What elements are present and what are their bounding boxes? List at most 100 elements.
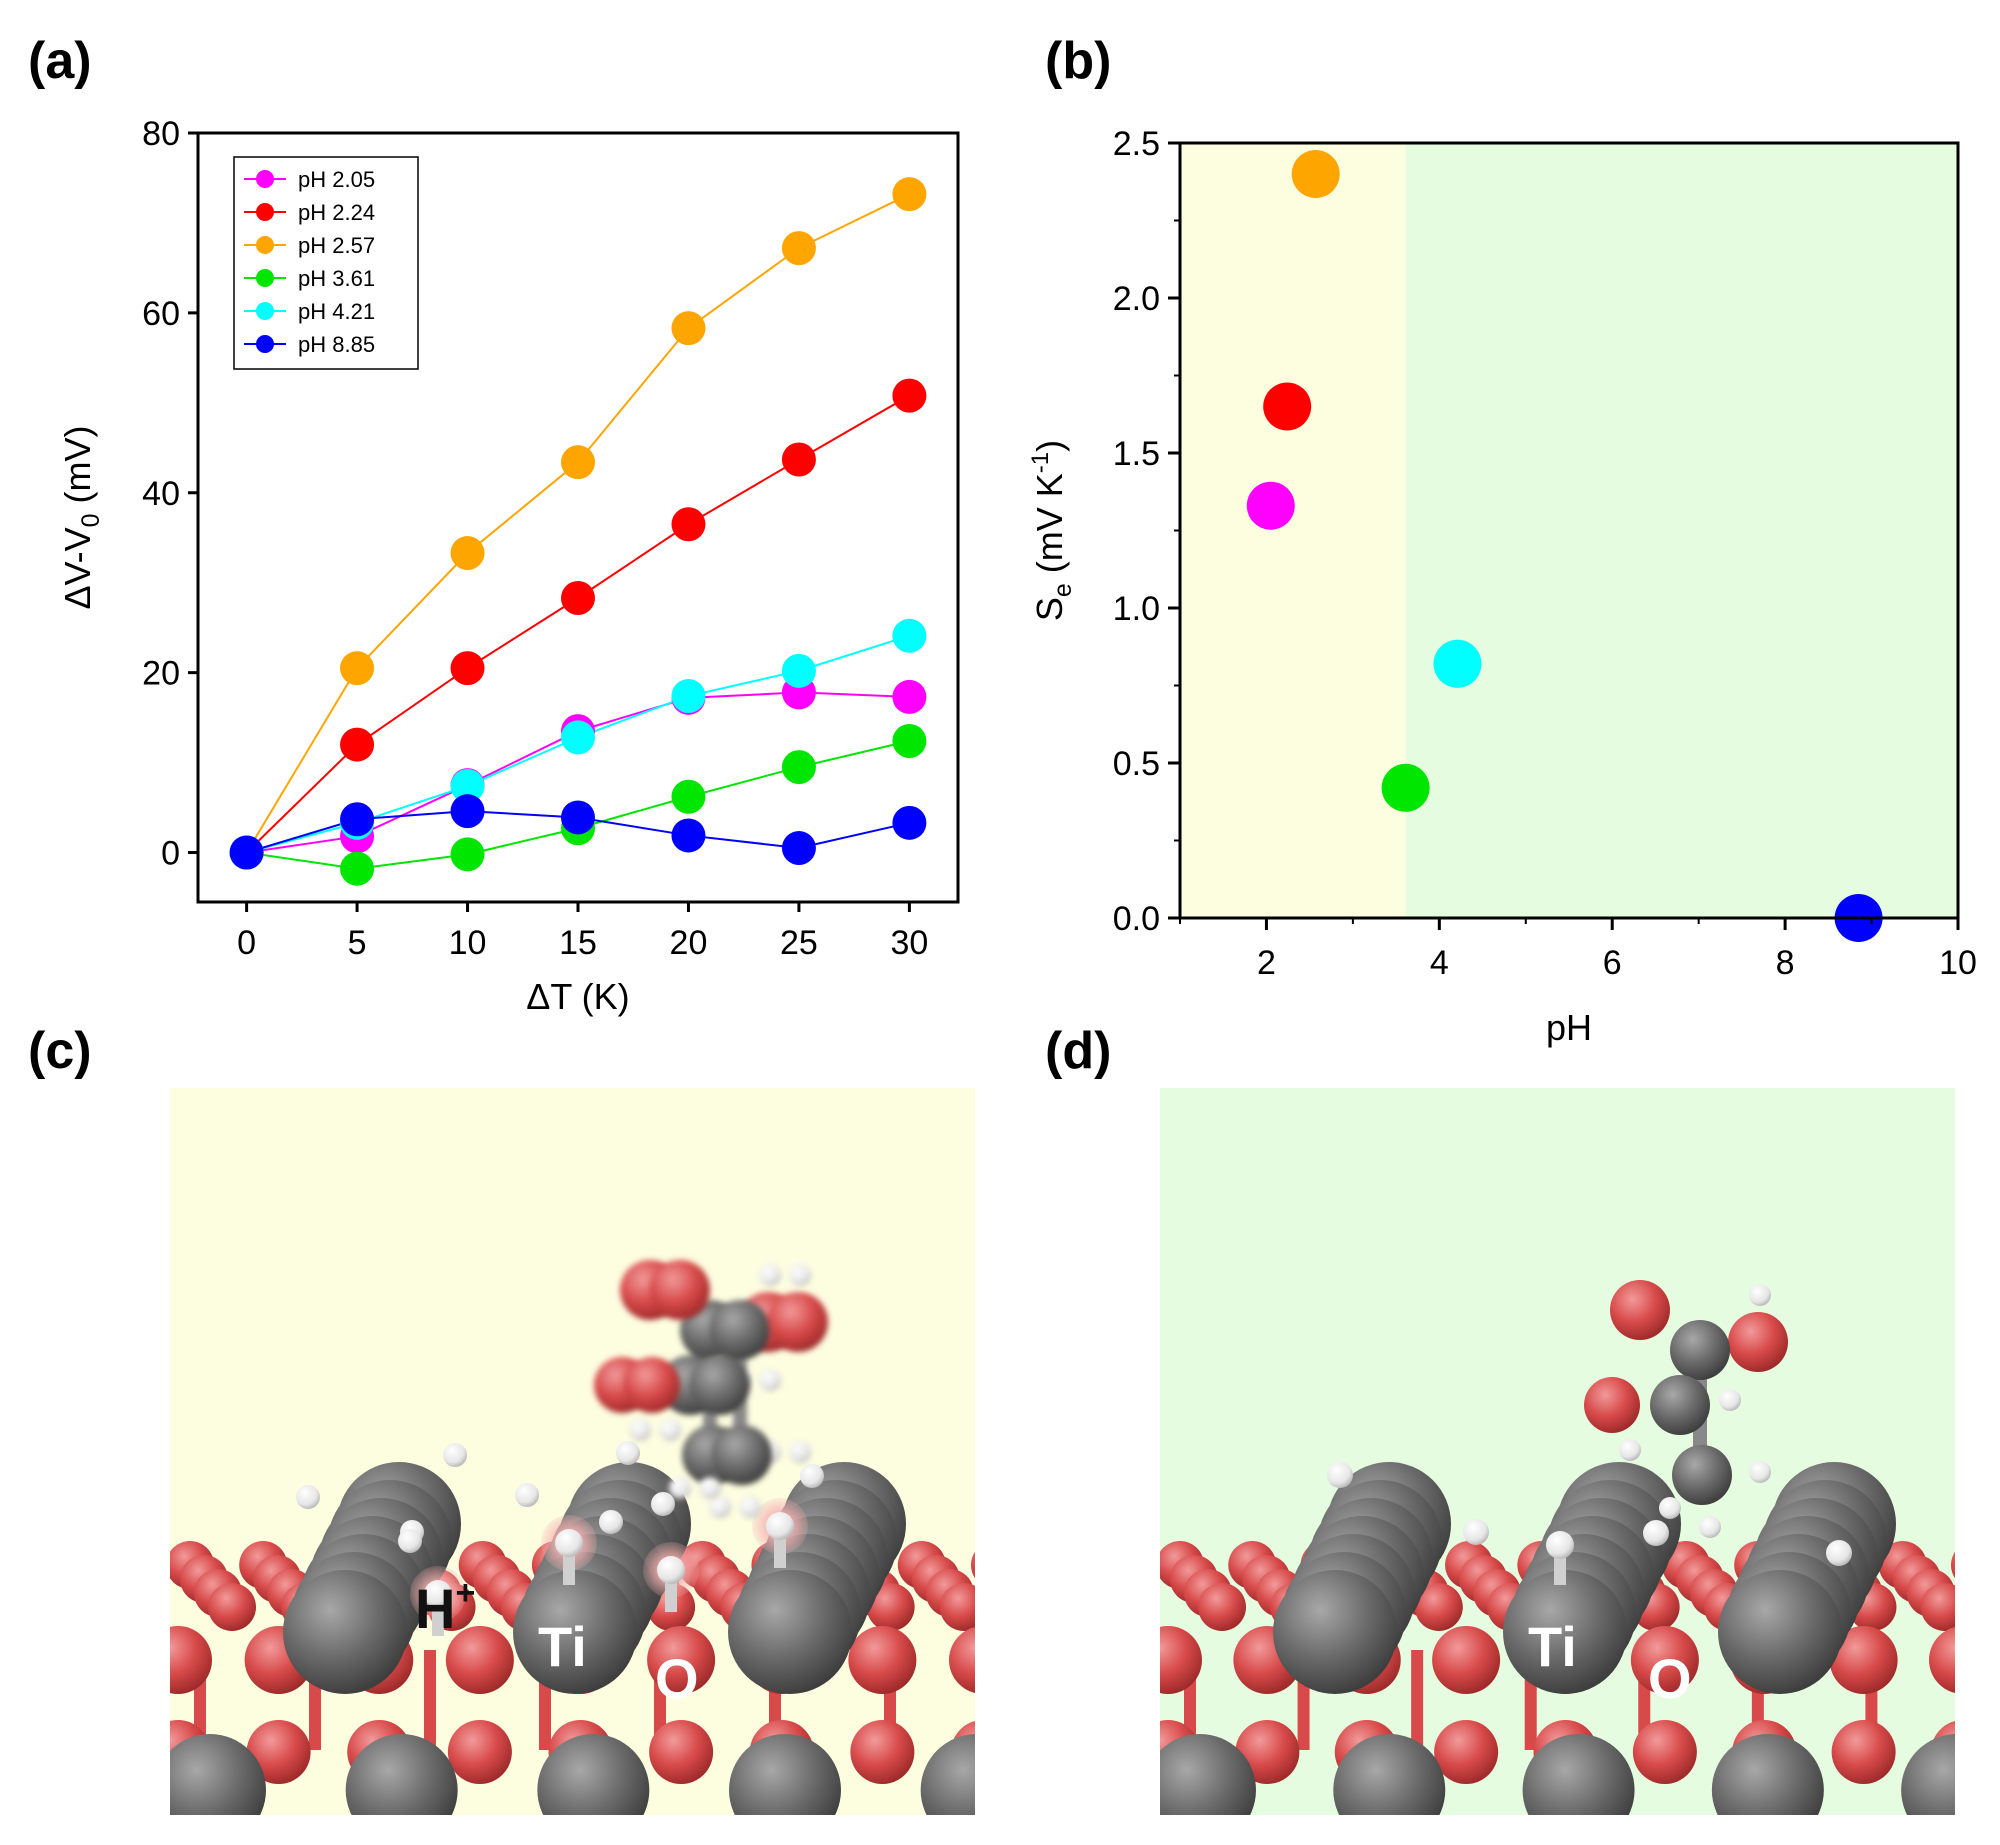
titanium-atom [283,1570,407,1694]
oxygen-label: O [1648,1647,1692,1710]
oxygen-atom [985,1555,1033,1603]
lactic-acid-molecule [1584,1280,1788,1538]
hydrogen-atom [657,1556,685,1584]
hydrogen-atom [1749,1461,1771,1483]
carbon-atom [712,1425,772,1485]
series-markers [229,618,927,870]
hydrogen-atom [651,1492,675,1516]
oxygen-atom [1013,1583,1061,1631]
data-point [781,831,816,866]
x-tick-label: 15 [559,924,597,962]
oxygen-atom [1728,1312,1788,1372]
legend-marker [256,269,274,287]
panel-b-label: (b) [1045,32,1111,90]
titanium-atom [537,1734,650,1815]
legend-marker [256,335,274,353]
x-tick-label: 10 [449,924,487,962]
bond [1411,1650,1424,1750]
series-markers [229,794,927,870]
hydrogen-atom [1327,1462,1353,1488]
legend-marker [256,236,274,254]
legend-entry: pH 2.24 [244,200,375,225]
oxygen-atom [768,1292,828,1352]
data-point [450,768,485,803]
x-tick-label: 25 [780,924,818,962]
data-point [671,818,706,853]
x-tick-label: 4 [1430,944,1449,982]
oxygen-atom [1951,1551,1955,1579]
legend-marker [256,302,274,320]
carbon-atom [1650,1375,1710,1435]
oxygen-atom [1414,1583,1463,1631]
data-point [892,724,927,759]
data-point [671,311,706,346]
panel-c-label: (c) [28,1022,92,1080]
oxygen-atom [447,1720,512,1784]
y-axis-title-main: ΔV-V [57,527,98,609]
panel-c-illustration: (c) H+ Ti O [28,1022,1061,1815]
data-point [561,445,595,480]
data-point [229,835,264,870]
hydrogen-atom [699,1477,721,1499]
oxygen-atom [1630,1626,1699,1694]
hydrogen-atom [398,1529,422,1553]
oxygen-atom [866,1583,915,1631]
titanium-atom [729,1734,841,1815]
data-point [781,231,816,266]
legend-label: pH 2.24 [298,200,375,225]
hydrogen-atom [789,1264,811,1286]
y-tick-label: 60 [142,295,180,333]
carbon-atom [1672,1445,1732,1505]
oxygen-atom [1610,1280,1670,1340]
oxygen-atom [1965,1555,2000,1603]
y-tick-label: 2.5 [1113,125,1160,163]
hydrogen-atom [1546,1531,1574,1559]
bond [1979,1650,1991,1750]
data-point [892,177,927,212]
titanium-atom [1718,1570,1842,1694]
oxygen-atom [1831,1720,1896,1784]
hydrogen-atom [1749,1284,1771,1306]
panel-b-y-axis-title: Se (mV K-1) [1027,440,1077,621]
y-tick-label: 1.0 [1113,590,1160,628]
panel-a-series-layer [229,177,927,886]
oxygen-atom [208,1583,256,1631]
hydrogen-atom [800,1464,824,1488]
data-point [561,800,595,835]
data-point [450,651,485,686]
y-axis-title-sub: 0 [77,514,105,528]
data-point [1433,639,1482,688]
neutral-region [1405,143,1958,918]
y-axis-title-sub: e [1049,583,1077,597]
hydrogen-atom [1826,1540,1852,1566]
titanium-atom [345,1734,458,1815]
oxygen-atom [850,1720,915,1784]
oxygen-atom [445,1626,514,1694]
data-point [450,536,485,571]
oxygen-atom [1432,1626,1501,1694]
titanium-label: Ti [1528,1615,1577,1678]
hydrogen-atom [424,1580,452,1608]
legend-entry: pH 2.57 [244,233,375,258]
titanium-atom [513,1570,637,1694]
oxygen-atom [848,1626,917,1694]
delta-symbol: Δ [526,976,550,1017]
data-point [671,679,706,714]
y-axis-title-unit: (mV K [1029,473,1070,583]
hydrogen-atom [1463,1519,1489,1545]
titanium-atom [920,1734,975,1815]
data-point [450,837,485,872]
oxygen-atom [1920,1583,1955,1631]
legend-label: pH 2.05 [298,167,375,192]
panel-b-chart: (b) 2 4 6 8 10 0.0 0.5 1.0 1.5 2.0 2.5 pH Se (mV K… [1027,32,1977,1048]
data-point [1381,763,1430,812]
titanium-atom [728,1570,852,1694]
titanium-atom [1273,1570,1397,1694]
data-point [781,750,816,785]
x-tick-label: 8 [1776,944,1795,982]
panel-b-axis-ticks: 2 4 6 8 10 0.0 0.5 1.0 1.5 2.0 2.5 [1113,125,1977,982]
panel-a-legend: pH 2.05 pH 2.24 pH 2.57 pH 3.61 pH 4.21 pH 8.… [233,156,419,370]
slab-atoms [1160,1462,2000,1815]
hydrogen-atom [766,1512,794,1540]
panel-a-y-axis-title: ΔV-V0 (mV) [57,426,105,610]
